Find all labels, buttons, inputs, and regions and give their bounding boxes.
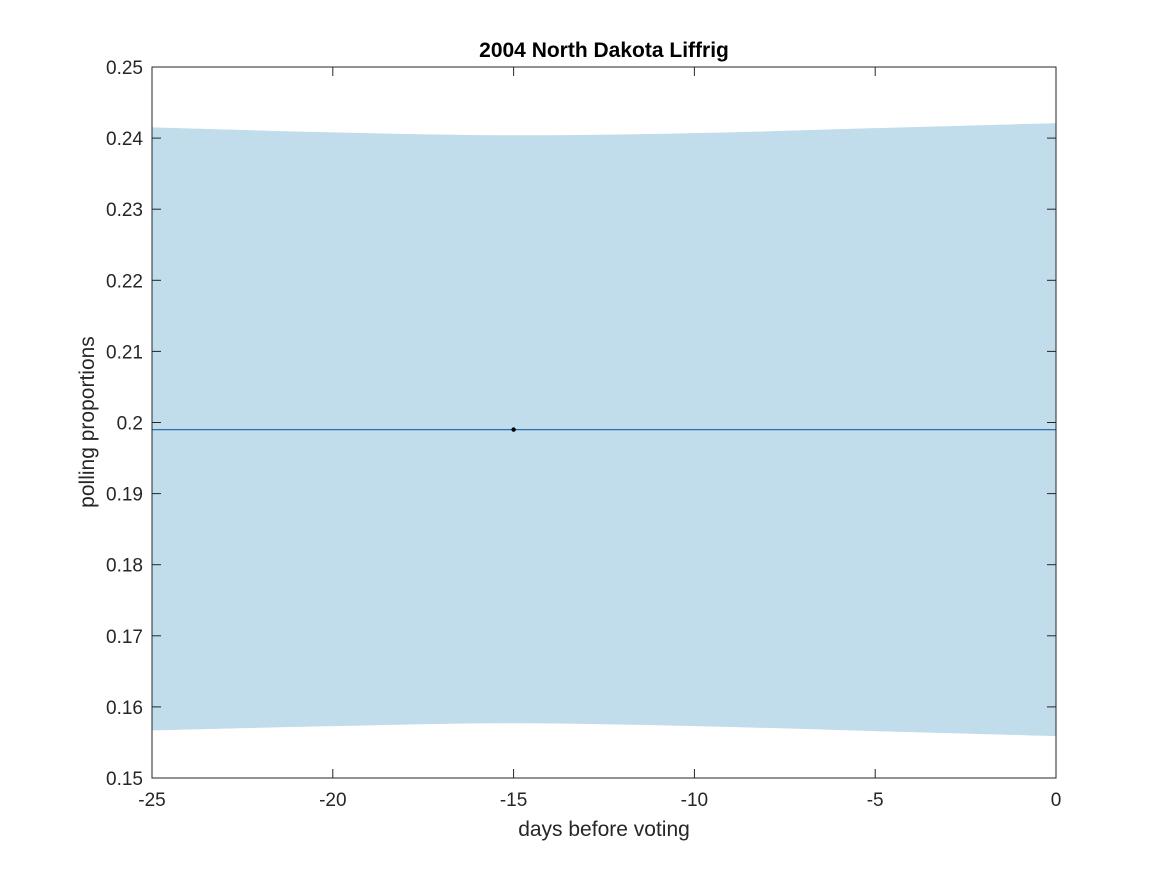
y-tick-label: 0.18 [106, 556, 143, 577]
x-tick-label: -15 [500, 790, 527, 811]
y-tick-label: 0.24 [106, 129, 143, 150]
plot-area [152, 123, 1056, 737]
x-tick-label: -5 [867, 790, 884, 811]
x-tick-label: 0 [1051, 790, 1062, 811]
chart-title: 2004 North Dakota Liffrig [479, 39, 729, 62]
y-tick-label: 0.19 [106, 485, 143, 506]
x-axis-label: days before voting [518, 818, 690, 841]
y-tick-label: 0.2 [117, 414, 143, 435]
y-tick-label: 0.15 [106, 769, 143, 790]
poll-data-point [511, 427, 516, 432]
y-tick-label: 0.21 [106, 342, 143, 363]
axes: -25 -20 -15 -10 -5 0 0.15 0.16 0.17 0.18 0.19 0.2 0.… [106, 58, 1061, 811]
y-axis-label: polling proportions [76, 336, 99, 508]
x-tick-label: -25 [138, 790, 165, 811]
y-tick-label: 0.22 [106, 271, 143, 292]
y-tick-label: 0.25 [106, 58, 143, 79]
y-tick-label: 0.16 [106, 698, 143, 719]
y-tick-label: 0.17 [106, 627, 143, 648]
x-tick-label: -10 [681, 790, 708, 811]
y-tick-label: 0.23 [106, 200, 143, 221]
x-tick-label: -20 [319, 790, 346, 811]
